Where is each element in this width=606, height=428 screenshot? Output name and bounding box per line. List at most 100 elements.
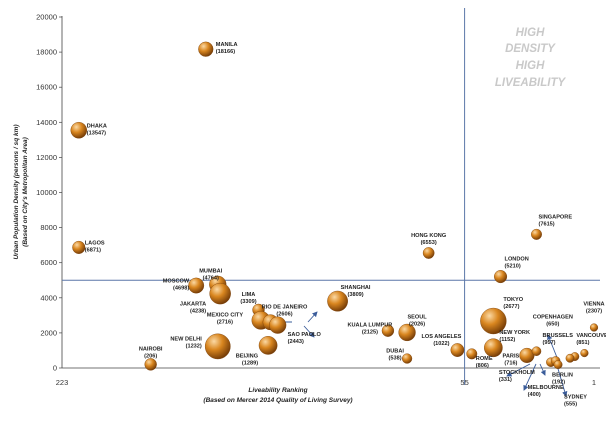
label-sao-paolo-name: SAO PAOLO (288, 332, 322, 338)
label-los-angeles-name: LOS ANGELES (421, 334, 461, 340)
y-tick-label: 2000 (40, 328, 57, 337)
label-vancouver-name: VANCOUVER (576, 333, 606, 339)
x-tick-label: 55 (460, 378, 468, 387)
point-sydney (565, 353, 575, 363)
label-berlin-value: (192) (552, 380, 565, 386)
y-tick-label: 4000 (40, 293, 57, 302)
point-tokyo (480, 307, 507, 335)
point-dubai (401, 353, 413, 364)
label-tokyo-name: TOKYO (503, 297, 523, 303)
label-lagos-value: (6871) (85, 247, 101, 253)
label-los-angeles-value: (1022) (433, 341, 449, 347)
x-tick-label: 223 (56, 378, 69, 387)
label-beijing-value: (1289) (242, 360, 258, 366)
label-dubai-name: DUBAI (386, 349, 404, 355)
point-sao-paolo (269, 316, 287, 334)
point-singapore (531, 228, 542, 240)
quadrant-label-line-4: LIVEABILITY (495, 77, 567, 89)
label-mexico-city-value: (2716) (217, 319, 233, 325)
quadrant-label-line-3: HIGH (516, 60, 545, 72)
x-tick-label: 1 (592, 378, 596, 387)
quadrant-label-line-2: DENSITY (505, 43, 556, 55)
y-tick-label: 10000 (36, 188, 57, 197)
label-rio-de-janeiro-value: (2606) (276, 311, 292, 317)
label-singapore-value: (7615) (538, 221, 554, 227)
label-rio-de-janeiro-name: RIO DE JANEIRO (262, 304, 308, 310)
label-vienna-name: VIENNA (583, 302, 604, 308)
label-jakarta-name: JAKARTA (180, 302, 206, 308)
label-dhaka-value: (13547) (87, 130, 106, 136)
label-moscow-value: (4698) (173, 286, 189, 292)
label-berlin-name: BERLIN (552, 373, 573, 379)
label-seoul-name: SEOUL (407, 314, 427, 320)
point-manila (198, 41, 214, 57)
point-brussels (531, 346, 542, 356)
label-seoul-value: (2026) (409, 321, 425, 327)
point-lagos (72, 240, 86, 254)
point-vancouver (580, 349, 589, 358)
label-mumbai-value: (4764) (203, 275, 219, 281)
point-vienna (589, 323, 599, 332)
y-tick-label: 0 (53, 364, 57, 373)
label-sydney-value: (555) (564, 401, 577, 407)
label-melbourne-name: MELBOURNE (528, 385, 564, 391)
y-tick-label: 16000 (36, 83, 57, 92)
data-points (70, 41, 599, 371)
point-rome (466, 348, 478, 360)
label-sydney-name: SYDNEY (564, 394, 587, 400)
y-tick-label: 18000 (36, 48, 57, 57)
label-shanghai-value: (3809) (347, 292, 363, 298)
y-tick-label: 20000 (36, 13, 57, 22)
point-nairobi (144, 358, 157, 371)
y-tick-label: 14000 (36, 118, 57, 127)
label-dhaka-name: DHAKA (87, 123, 107, 129)
label-mexico-city-name: MEXICO CITY (207, 312, 244, 318)
label-hong-kong-name: HONG KONG (411, 233, 446, 239)
y-axis-ticks: 0 2000 4000 6000 8000 10000 12000 14000 16000 180… (36, 13, 62, 373)
point-dhaka (70, 122, 88, 139)
point-beijing (258, 336, 278, 355)
point-jakarta (209, 282, 231, 305)
point-seoul (398, 323, 416, 342)
point-kuala-lumpur (381, 324, 395, 337)
label-jakarta-value: (4238) (190, 309, 206, 315)
point-new-york (484, 338, 503, 358)
point-shanghai (327, 290, 348, 312)
label-rome-value: (806) (476, 363, 489, 369)
point-hong-kong (422, 247, 435, 259)
point-paris (519, 347, 535, 363)
label-singapore-name: SINGAPORE (538, 214, 572, 220)
label-beijing-name: BEIJING (236, 353, 258, 359)
label-stockholm-name: STOCKHOLM (499, 370, 535, 376)
label-kuala-lumpur-name: KUALA LUMPUR (347, 323, 392, 329)
point-new-delhi (204, 333, 231, 360)
label-moscow-name: MOSCOW (163, 279, 190, 285)
y-axis-subtitle: (Based on City's Metropolitan Area) (22, 137, 29, 247)
point-berlin (553, 360, 563, 370)
x-axis-title: Liveability Ranking (248, 387, 307, 394)
rio-arrow (307, 311, 318, 323)
berlin-arrow (539, 363, 546, 376)
label-manila-name: MANILA (216, 42, 238, 48)
sao-paolo-arrow (303, 325, 315, 338)
label-brussels-name: BRUSSELS (542, 333, 573, 339)
label-copenhagen-value: (650) (546, 322, 559, 328)
label-rome-name: ROME (476, 356, 493, 362)
stockholm-arrow (506, 363, 531, 377)
label-manila-value: (18166) (216, 49, 235, 55)
label-lima-name: LIMA (242, 292, 256, 298)
label-paris-name: PARIS (503, 353, 520, 359)
copenhagen-arrow (547, 334, 559, 361)
label-new-delhi-value: (1232) (186, 343, 202, 349)
label-vancouver-value: (851) (576, 340, 589, 346)
quadrant-label-line-1: HIGH (516, 27, 545, 39)
label-lima-value: (3309) (240, 299, 256, 305)
label-stockholm-value: (331) (499, 377, 512, 383)
label-paris-value: (716) (504, 360, 517, 366)
label-london-name: LONDON (505, 257, 529, 263)
label-dubai-value: (538) (389, 356, 402, 362)
x-axis-subtitle: (Based on Mercer 2014 Quality of Living … (203, 397, 352, 404)
label-vienna-value: (2307) (586, 309, 602, 315)
x-axis-ticks: 223 55 1 (56, 378, 596, 387)
